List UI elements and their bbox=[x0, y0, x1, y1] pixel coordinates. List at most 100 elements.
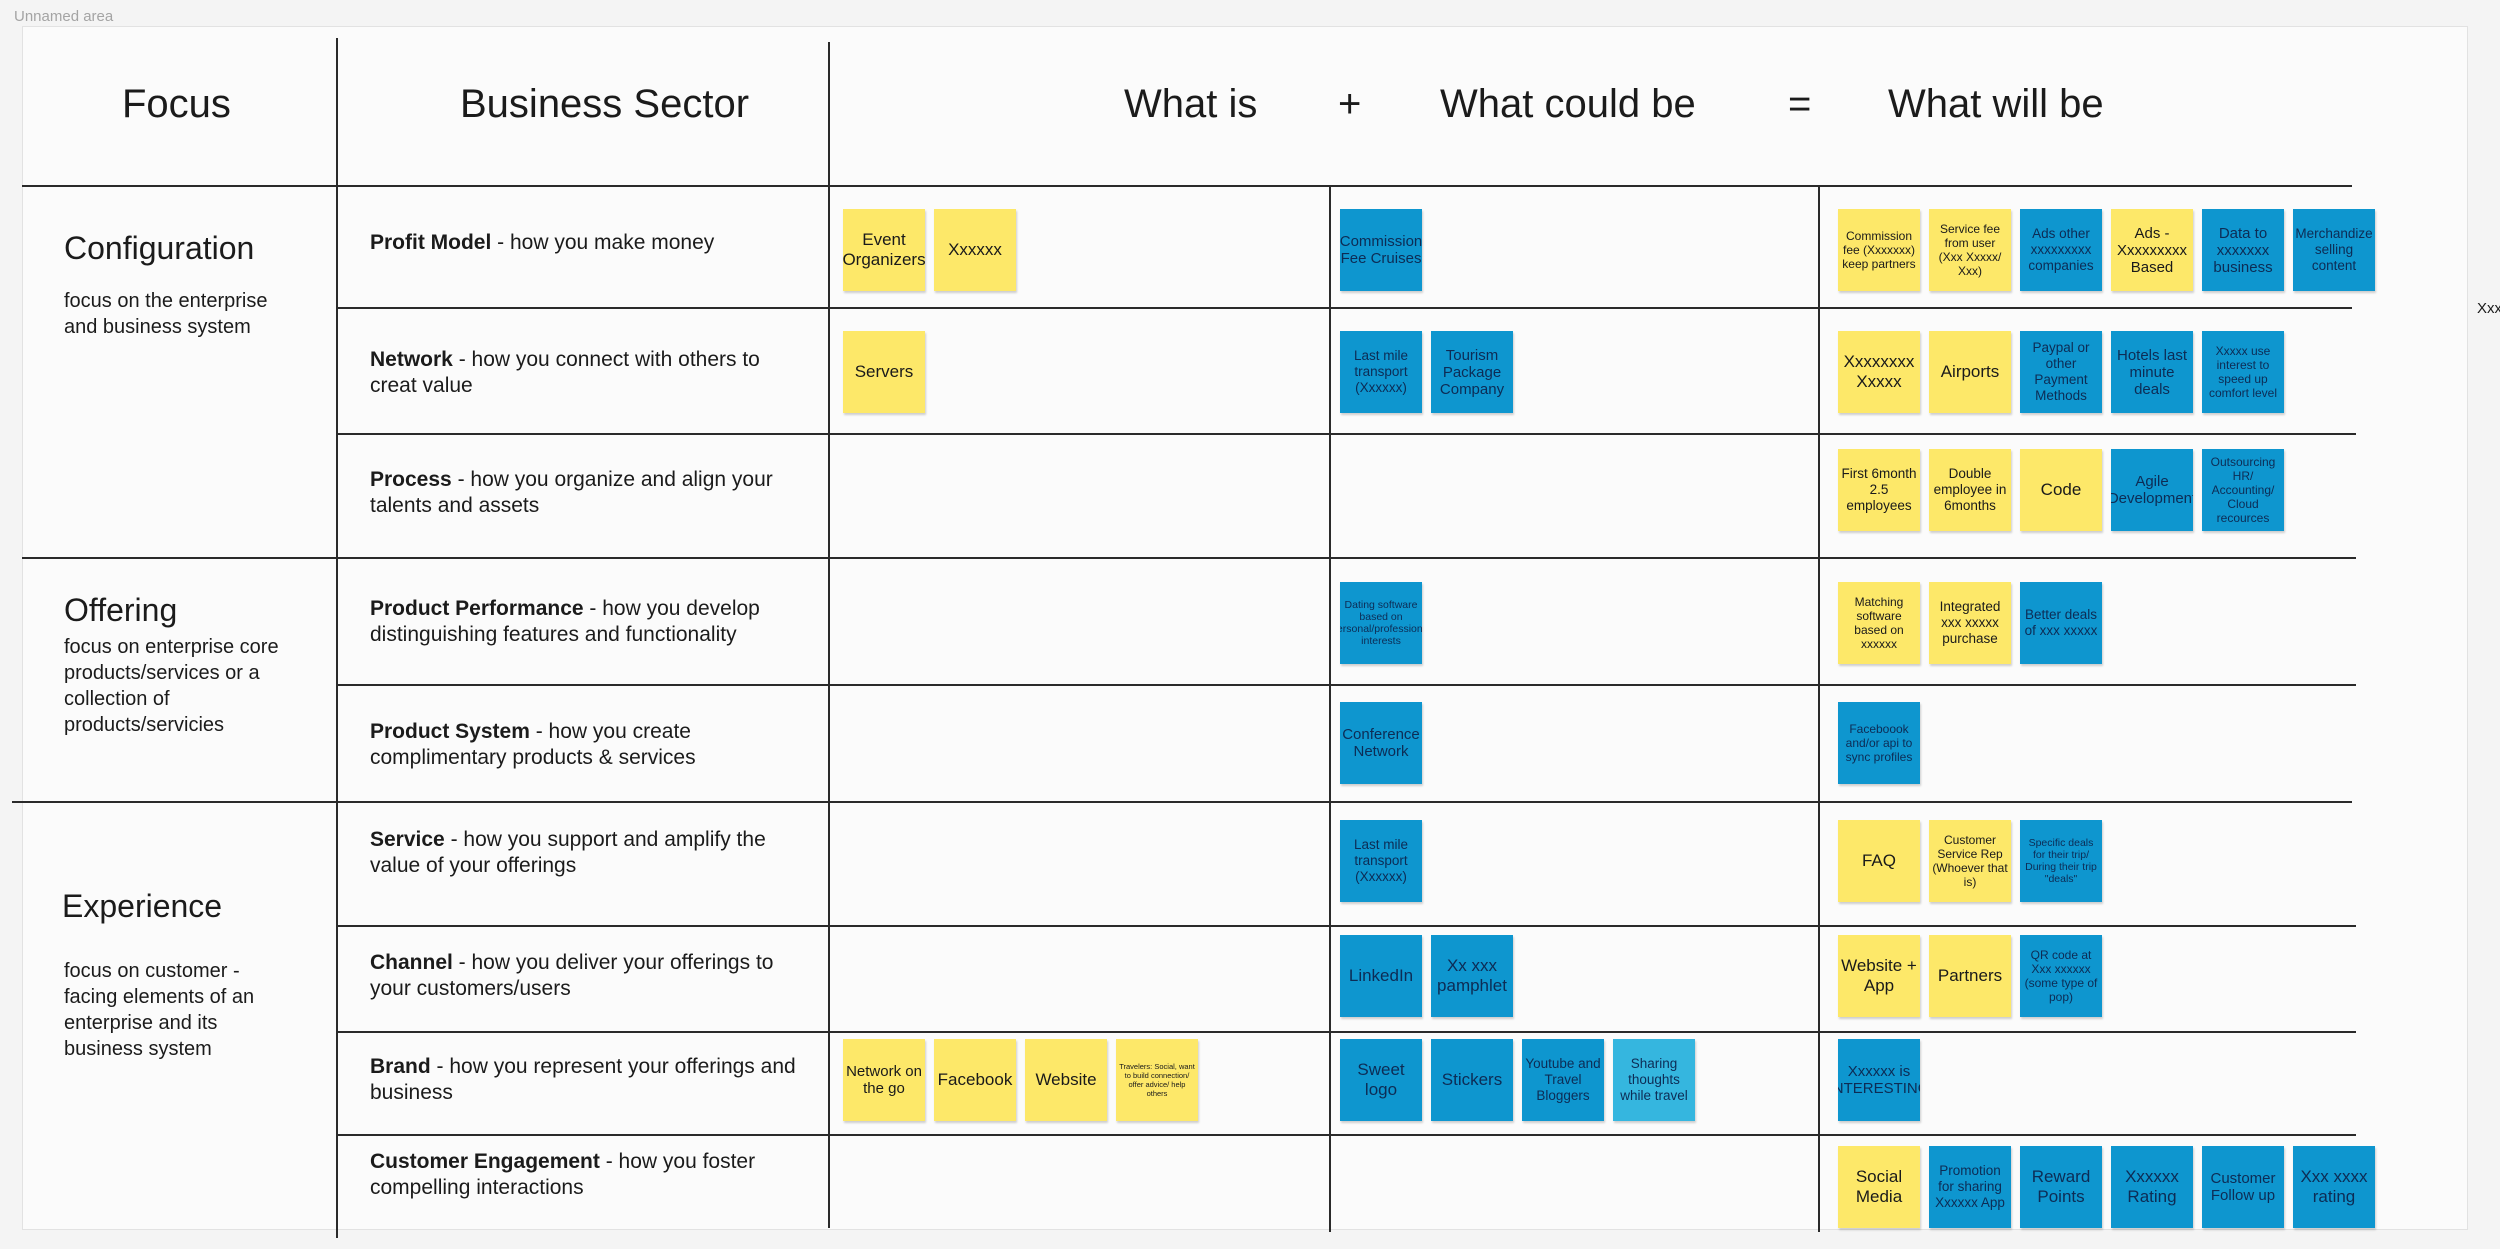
grid-hline-row2 bbox=[336, 433, 2356, 435]
sticky-note[interactable]: Last mile transport (Xxxxxx) bbox=[1340, 331, 1422, 413]
sticky-note[interactable]: Integrated xxx xxxxx purchase bbox=[1929, 582, 2011, 664]
sticky-note[interactable]: Dating software based on personal/profes… bbox=[1340, 582, 1422, 664]
sector-name: Process bbox=[370, 468, 452, 491]
sticky-note[interactable]: Partners bbox=[1929, 935, 2011, 1017]
grid-hline-row4 bbox=[336, 684, 2356, 686]
sticky-note[interactable]: Xxxxxx Rating bbox=[2111, 1146, 2193, 1228]
sector-desc: - how you create complimentary products … bbox=[370, 720, 696, 769]
sticky-note[interactable]: Reward Points bbox=[2020, 1146, 2102, 1228]
sticky-note[interactable]: Last mile transport (Xxxxxx) bbox=[1340, 820, 1422, 902]
grid-vline-whatis bbox=[1329, 186, 1331, 1232]
grid-hline-offering-end bbox=[12, 801, 2352, 803]
sticky-note[interactable]: Customer Follow up bbox=[2202, 1146, 2284, 1228]
sticky-note[interactable]: Outsourcing HR/ Accounting/ Cloud recour… bbox=[2202, 449, 2284, 531]
sticky-note[interactable]: Agile Development bbox=[2111, 449, 2193, 531]
sticky-note[interactable]: Commission Fee Cruises bbox=[1340, 209, 1422, 291]
sticky-note[interactable]: Specific deals for their trip/ During th… bbox=[2020, 820, 2102, 902]
sector-name: Service bbox=[370, 828, 445, 851]
sticky-note[interactable]: Xxxxx use interest to speed up comfort l… bbox=[2202, 331, 2284, 413]
sticky-note[interactable]: Xx xxx pamphlet bbox=[1431, 935, 1513, 1017]
sticky-note[interactable]: Website + App bbox=[1838, 935, 1920, 1017]
header-what-could-be: What could be bbox=[1440, 82, 1696, 126]
header-focus: Focus bbox=[122, 82, 231, 126]
grid-hline-config-end bbox=[22, 557, 2356, 559]
sticky-note[interactable]: Better deals of xxx xxxxx bbox=[2020, 582, 2102, 664]
sticky-note[interactable]: Sharing thoughts while travel bbox=[1613, 1039, 1695, 1121]
sticky-note[interactable]: Ads - Xxxxxxxxx Based bbox=[2111, 209, 2193, 291]
sector-product-performance: Product Performance - how you develop di… bbox=[370, 596, 810, 648]
focus-desc-experience: focus on customer - facing elements of a… bbox=[64, 960, 255, 1060]
sticky-note[interactable]: Service fee from user (Xxx Xxxxx/ Xxx) bbox=[1929, 209, 2011, 291]
sticky-note[interactable]: Data to xxxxxxx business bbox=[2202, 209, 2284, 291]
sticky-note[interactable]: Tourism Package Company bbox=[1431, 331, 1513, 413]
grid-hline-row7 bbox=[336, 1031, 2356, 1033]
sticky-note[interactable]: Travelers: Social, want to build connect… bbox=[1116, 1039, 1198, 1121]
sticky-note[interactable]: Merchandize selling content bbox=[2293, 209, 2375, 291]
sticky-note[interactable]: Customer Service Rep (Whoever that is) bbox=[1929, 820, 2011, 902]
sticky-note[interactable]: Faceboook and/or api to sync profiles bbox=[1838, 702, 1920, 784]
sector-desc: - how you develop distinguishing feature… bbox=[370, 597, 760, 646]
header-what-will-be: What will be bbox=[1888, 82, 2104, 126]
sector-desc: - how you organize and align your talent… bbox=[370, 468, 773, 517]
sector-channel: Channel - how you deliver your offerings… bbox=[370, 950, 810, 1002]
header-plus: + bbox=[1338, 82, 1362, 126]
sector-desc: - how you deliver your offerings to your… bbox=[370, 951, 774, 1000]
sector-brand: Brand - how you represent your offerings… bbox=[370, 1054, 810, 1106]
sticky-note[interactable]: FAQ bbox=[1838, 820, 1920, 902]
sticky-note[interactable]: Event Organizers bbox=[843, 209, 925, 291]
sticky-note[interactable]: Facebook bbox=[934, 1039, 1016, 1121]
sticky-note[interactable]: First 6month 2.5 employees bbox=[1838, 449, 1920, 531]
sector-network: Network - how you connect with others to… bbox=[370, 347, 810, 399]
sticky-note[interactable]: Xxxxxxxx Xxxxx bbox=[1838, 331, 1920, 413]
sticky-note[interactable]: Social Media bbox=[1838, 1146, 1920, 1228]
header-business-sector: Business Sector bbox=[460, 82, 750, 126]
sticky-note[interactable]: Xxxxxx is INTERESTING bbox=[1838, 1039, 1920, 1121]
sector-customer-engagement: Customer Engagement - how you foster com… bbox=[370, 1149, 810, 1201]
area-label: Unnamed area bbox=[14, 8, 114, 25]
header-what-is: What is bbox=[1124, 82, 1258, 126]
offscreen-note-text: Xxx bbox=[2477, 300, 2500, 317]
sector-name: Product System bbox=[370, 720, 530, 743]
sticky-note[interactable]: Code bbox=[2020, 449, 2102, 531]
sticky-note[interactable]: Xxxxxx bbox=[934, 209, 1016, 291]
sector-desc: - how you connect with others to creat v… bbox=[370, 348, 760, 397]
sticky-note[interactable]: Youtube and Travel Bloggers bbox=[1522, 1039, 1604, 1121]
grid-vline-sector bbox=[828, 42, 830, 1228]
sector-desc: - how you represent your offerings and b… bbox=[370, 1055, 796, 1104]
sticky-note[interactable]: Double employee in 6months bbox=[1929, 449, 2011, 531]
sector-name: Brand bbox=[370, 1055, 431, 1078]
grid-hline-row8 bbox=[336, 1134, 2356, 1136]
sticky-note[interactable]: Paypal or other Payment Methods bbox=[2020, 331, 2102, 413]
sector-name: Profit Model bbox=[370, 231, 492, 254]
sticky-note[interactable]: Network on the go bbox=[843, 1039, 925, 1121]
sticky-note[interactable]: Conference Network bbox=[1340, 702, 1422, 784]
sector-service: Service - how you support and amplify th… bbox=[370, 827, 810, 879]
sticky-note[interactable]: Servers bbox=[843, 331, 925, 413]
header-equals: = bbox=[1788, 82, 1812, 126]
focus-title-configuration: Configuration bbox=[64, 230, 255, 266]
sector-desc: - how you support and amplify the value … bbox=[370, 828, 766, 877]
sticky-note[interactable]: Ads other xxxxxxxxx companies bbox=[2020, 209, 2102, 291]
sticky-note[interactable]: Airports bbox=[1929, 331, 2011, 413]
sector-name: Channel bbox=[370, 951, 453, 974]
sector-desc: - how you make money bbox=[491, 231, 715, 254]
focus-desc-configuration: focus on the enterprise and business sys… bbox=[64, 290, 268, 338]
sticky-note[interactable]: Promotion for sharing Xxxxxx App bbox=[1929, 1146, 2011, 1228]
focus-title-experience: Experience bbox=[62, 888, 223, 924]
sticky-note[interactable]: Matching software based on xxxxxx bbox=[1838, 582, 1920, 664]
sector-desc: - how you foster compelling interactions bbox=[370, 1150, 756, 1199]
sticky-note[interactable]: LinkedIn bbox=[1340, 935, 1422, 1017]
sector-profit-model: Profit Model - how you make money bbox=[370, 230, 810, 256]
grid-vline-focus bbox=[336, 38, 338, 1238]
grid-hline-row6 bbox=[336, 925, 2356, 927]
sticky-note[interactable]: Website bbox=[1025, 1039, 1107, 1121]
sticky-note[interactable]: Sweet logo bbox=[1340, 1039, 1422, 1121]
sticky-note[interactable]: Commission fee (Xxxxxxx) keep partners bbox=[1838, 209, 1920, 291]
sticky-note[interactable]: Hotels last minute deals bbox=[2111, 331, 2193, 413]
sector-product-system: Product System - how you create complime… bbox=[370, 719, 810, 771]
grid-hline-row1 bbox=[336, 307, 2352, 309]
sticky-note[interactable]: QR code at Xxx xxxxxx (some type of pop) bbox=[2020, 935, 2102, 1017]
sticky-note[interactable]: Xxx xxxx rating bbox=[2293, 1146, 2375, 1228]
sticky-note[interactable]: Stickers bbox=[1431, 1039, 1513, 1121]
